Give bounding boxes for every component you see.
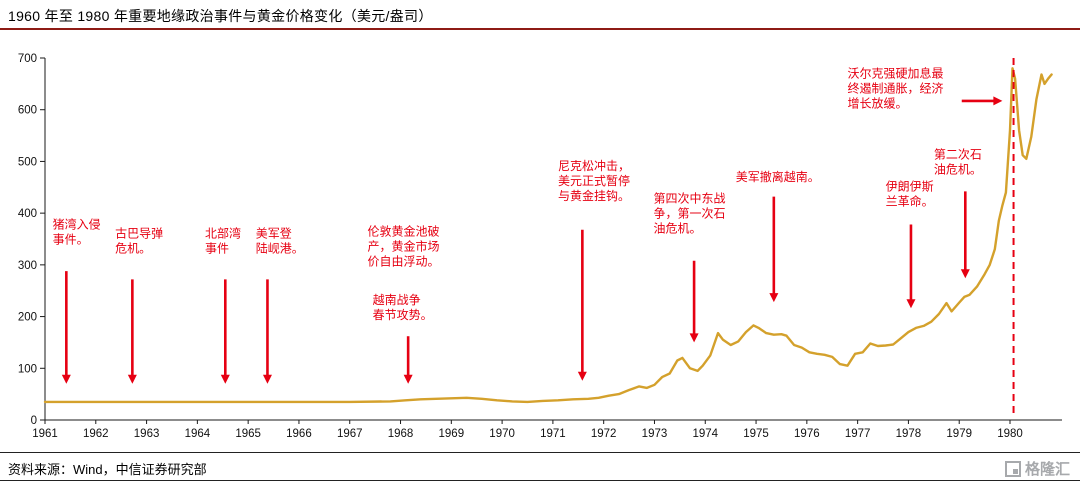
- y-tick-label: 600: [18, 105, 37, 117]
- x-tick-label: 1979: [946, 428, 972, 440]
- event-annotation-text: 古巴导弹危机。: [115, 226, 163, 256]
- event-annotation-text: 北部湾事件: [205, 226, 241, 256]
- y-tick-label: 200: [18, 312, 37, 324]
- footer-divider-bottom: [0, 480, 1080, 481]
- event-arrow-head: [220, 374, 230, 384]
- gelonghui-logo-icon: [1004, 460, 1021, 477]
- x-tick-label: 1969: [439, 428, 465, 440]
- source-note: 资料来源：Wind，中信证券研究部: [8, 462, 207, 477]
- event-arrow-head: [577, 371, 587, 381]
- event-arrow-head: [960, 269, 970, 279]
- event-annotation-text: 猪湾入侵事件。: [53, 216, 101, 246]
- x-tick-label: 1963: [134, 428, 160, 440]
- gelonghui-logo: 格隆汇: [1004, 458, 1070, 479]
- x-tick-label: 1961: [32, 428, 58, 440]
- event-annotation-text: 伊朗伊斯兰革命。: [886, 180, 934, 209]
- x-tick-label: 1968: [388, 428, 414, 440]
- event-arrow-head: [906, 299, 916, 309]
- title-divider: [0, 28, 1080, 30]
- y-tick-label: 0: [31, 415, 37, 427]
- footer-divider-top: [0, 452, 1080, 453]
- event-arrow-head: [993, 96, 1003, 106]
- x-tick-label: 1973: [642, 428, 668, 440]
- y-tick-label: 700: [18, 53, 37, 65]
- event-annotation-text: 伦敦黄金池破产，黄金市场价自由浮动。: [368, 224, 440, 269]
- event-arrow-head: [262, 374, 272, 384]
- event-annotation-text: 尼克松冲击，美元正式暂停与黄金挂钩。: [558, 158, 630, 203]
- event-arrow-head: [127, 374, 137, 384]
- x-tick-label: 1965: [235, 428, 261, 440]
- gold-price-line: [43, 67, 1053, 404]
- y-tick-label: 300: [18, 260, 37, 272]
- event-annotation-text: 沃尔克强硬加息最终遏制通胀，经济增长放缓。: [847, 65, 943, 110]
- x-tick-label: 1962: [83, 428, 109, 440]
- x-tick-label: 1971: [540, 428, 566, 440]
- x-tick-label: 1964: [185, 428, 211, 440]
- x-tick-label: 1976: [794, 428, 820, 440]
- x-tick-label: 1975: [743, 428, 769, 440]
- chart-title: 1960 年至 1980 年重要地缘政治事件与黄金价格变化（美元/盎司）: [8, 8, 433, 24]
- event-annotation-text: 第四次中东战争，第一次石油危机。: [653, 190, 725, 235]
- event-annotation-text: 美军登陆岘港。: [256, 226, 304, 256]
- event-annotation-text: 第二次石油危机。: [934, 148, 982, 177]
- x-tick-label: 1970: [489, 428, 515, 440]
- y-tick-label: 500: [18, 156, 37, 168]
- event-arrow-head: [61, 374, 71, 384]
- event-arrow-head: [403, 374, 413, 384]
- x-tick-label: 1980: [997, 428, 1023, 440]
- x-tick-label: 1966: [286, 428, 312, 440]
- x-tick-label: 1977: [845, 428, 871, 440]
- y-tick-label: 400: [18, 208, 37, 220]
- x-tick-label: 1978: [896, 428, 922, 440]
- event-arrow-head: [769, 293, 779, 303]
- x-tick-label: 1967: [337, 428, 363, 440]
- event-annotation-text: 美军撤离越南。: [736, 169, 820, 184]
- x-tick-label: 1972: [591, 428, 617, 440]
- event-annotation-text: 越南战争春节攻势。: [373, 292, 433, 322]
- event-arrow-head: [689, 333, 699, 343]
- x-tick-label: 1974: [692, 428, 718, 440]
- gelonghui-logo-text: 格隆汇: [1024, 461, 1070, 478]
- y-tick-label: 100: [18, 363, 37, 375]
